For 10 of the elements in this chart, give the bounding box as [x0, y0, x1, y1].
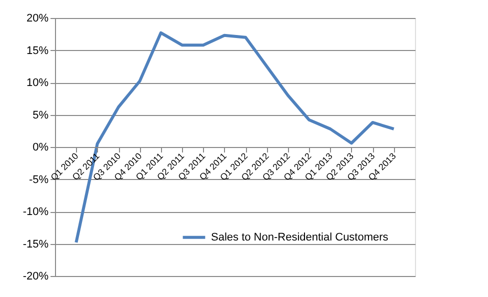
y-tick-label: 20%	[26, 12, 49, 24]
y-tick-label: 5%	[32, 109, 49, 122]
y-tick-label: -5%	[28, 174, 49, 186]
y-tick-label: 10%	[26, 77, 49, 89]
y-tick-label: 15%	[26, 44, 49, 57]
legend-label: Sales to Non-Residential Customers	[211, 231, 389, 244]
y-tick-label: -20%	[22, 270, 49, 282]
y-tick-label: 0%	[32, 142, 49, 154]
y-tick-label: -15%	[22, 238, 49, 250]
y-tick-label: -10%	[22, 206, 49, 218]
